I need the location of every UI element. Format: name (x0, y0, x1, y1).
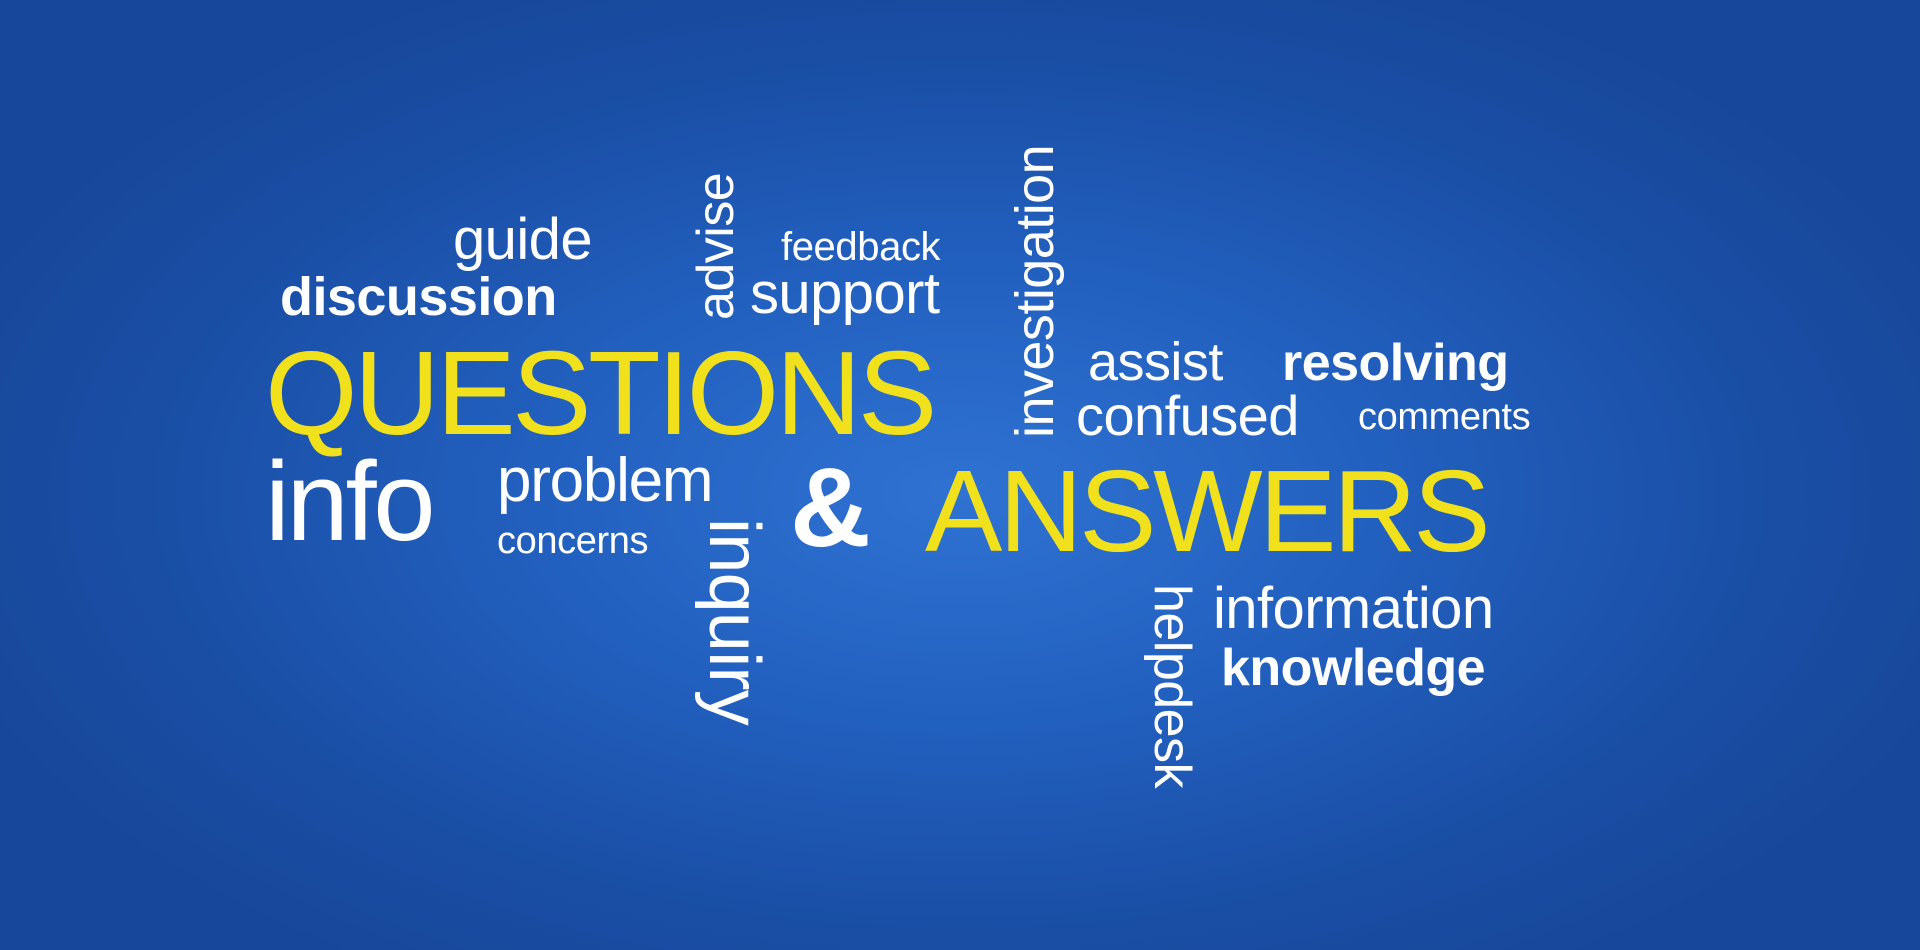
word-helpdesk: helpdesk (1143, 584, 1201, 788)
word-info: info (265, 439, 436, 564)
word-ampersand: & (790, 445, 871, 570)
word-knowledge: knowledge (1221, 639, 1486, 697)
word-inquiry: inquiry (694, 518, 774, 726)
word-information: information (1213, 576, 1494, 641)
word-resolving: resolving (1282, 334, 1509, 392)
word-discussion: discussion (280, 267, 557, 327)
word-guide: guide (453, 207, 593, 272)
word-problem: problem (497, 446, 714, 515)
word-comments: comments (1358, 396, 1531, 438)
word-investigation: investigation (1005, 144, 1065, 438)
word-feedback: feedback (781, 225, 941, 269)
word-assist: assist (1088, 332, 1223, 392)
word-confused: confused (1076, 384, 1299, 447)
word-advise: advise (687, 172, 745, 320)
word-answers: ANSWERS (925, 446, 1491, 576)
word-support: support (750, 261, 940, 326)
word-questions: QUESTIONS (265, 327, 937, 460)
word-concerns: concerns (497, 520, 649, 562)
